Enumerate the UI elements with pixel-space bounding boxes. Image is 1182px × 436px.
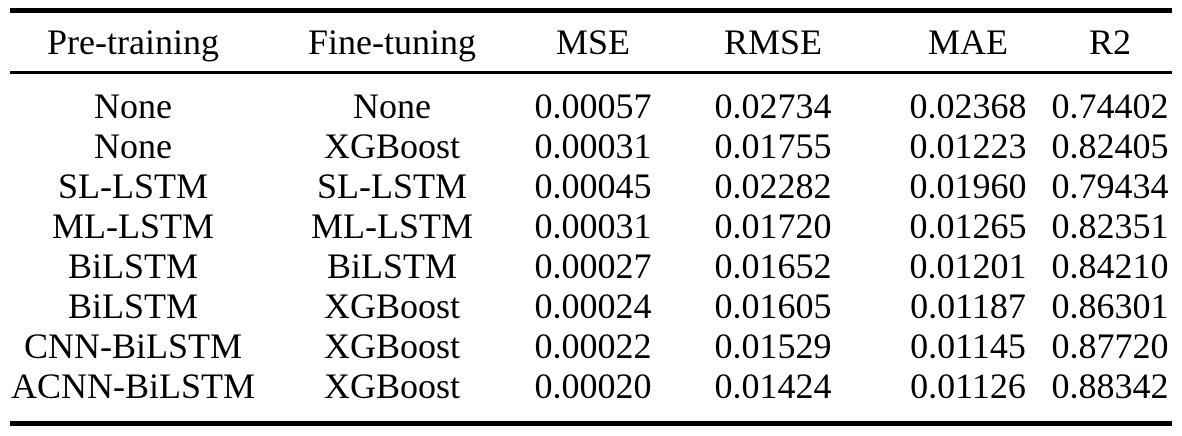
table-cell: 0.01187 [910,286,1026,326]
column-header-fine-tuning: Fine-tuning [256,8,528,74]
table-cell: 0.01755 [714,126,832,166]
table-cell: BiLSTM [67,246,199,286]
table-cell: 0.01720 [714,206,832,246]
column-header-mae: MAE [888,8,1048,74]
table-row: CNN-BiLSTM XGBoost 0.00022 0.01529 0.01145 0.… [10,326,1172,366]
table-cell: 0.01652 [714,246,832,286]
table-cell: ML-LSTM [52,206,214,246]
table-cell: XGBoost [256,366,528,426]
table-cell: 0.88342 [1048,366,1172,426]
table-cell: 0.01265 [909,206,1027,246]
table-cell: XGBoost [323,126,461,166]
table-cell: None [94,86,172,126]
table-cell: 0.00024 [534,286,652,326]
table-cell: XGBoost [323,286,461,326]
header-row: Pre-training Fine-tuning MSE RMSE MAE R2 [10,8,1172,74]
table-cell: 0.02734 [714,86,832,126]
table-row: None None 0.00057 0.02734 0.02368 0.74402 [10,73,1172,127]
column-header-pre-training: Pre-training [10,8,256,74]
table-cell: BiLSTM [326,246,458,286]
table-cell: 0.86301 [1051,286,1169,326]
results-table-container: Pre-training Fine-tuning MSE RMSE MAE R2… [10,8,1172,426]
table-row: ML-LSTM ML-LSTM 0.00031 0.01720 0.01265 0.823… [10,206,1172,246]
column-header-mse: MSE [528,8,658,74]
table-cell: CNN-BiLSTM [23,326,243,366]
table-cell: ACNN-BiLSTM [10,366,256,426]
table-row: None XGBoost 0.00031 0.01755 0.01223 0.82405 [10,126,1172,166]
table-cell: 0.00022 [534,326,652,366]
table-cell: ML-LSTM [311,206,473,246]
table-cell: 0.01529 [714,326,832,366]
table-cell: XGBoost [323,326,461,366]
table-cell: 0.84210 [1051,246,1169,286]
table-cell: 0.01126 [888,366,1048,426]
table-cell: 0.82351 [1051,206,1169,246]
column-header-r2: R2 [1048,8,1172,74]
table-cell: 0.00045 [534,166,652,206]
table-cell: 0.00031 [534,206,652,246]
table-cell: 0.00031 [534,126,652,166]
table-cell: None [94,126,172,166]
table-row: SL-LSTM SL-LSTM 0.00045 0.02282 0.01960 0.794… [10,166,1172,206]
table-cell: SL-LSTM [57,166,208,206]
table-cell: 0.01424 [658,366,888,426]
table-cell: 0.00027 [534,246,652,286]
table-cell: 0.01605 [714,286,832,326]
table-cell: 0.82405 [1051,126,1169,166]
table-cell: 0.00057 [534,86,652,126]
table-cell: 0.01201 [909,246,1027,286]
column-header-rmse: RMSE [658,8,888,74]
table-row: ACNN-BiLSTM XGBoost 0.00020 0.01424 0.01126 0… [10,366,1172,426]
table-cell: 0.01145 [910,326,1026,366]
table-cell: None [353,86,431,126]
table-cell: 0.02368 [909,86,1027,126]
table-cell: 0.01223 [909,126,1027,166]
table-cell: 0.00020 [528,366,658,426]
table-cell: 0.79434 [1051,166,1169,206]
table-cell: 0.74402 [1051,86,1169,126]
table-header: Pre-training Fine-tuning MSE RMSE MAE R2 [10,8,1172,74]
table-cell: 0.02282 [714,166,832,206]
table-row: BiLSTM BiLSTM 0.00027 0.01652 0.01201 0.84210 [10,246,1172,286]
table-body: None None 0.00057 0.02734 0.02368 0.74402 None… [10,73,1172,426]
model-metrics-table: Pre-training Fine-tuning MSE RMSE MAE R2… [10,8,1172,426]
table-row: BiLSTM XGBoost 0.00024 0.01605 0.01187 0.8630… [10,286,1172,326]
table-cell: BiLSTM [67,286,199,326]
table-cell: 0.01960 [909,166,1027,206]
table-cell: 0.87720 [1051,326,1169,366]
table-cell: SL-LSTM [316,166,467,206]
